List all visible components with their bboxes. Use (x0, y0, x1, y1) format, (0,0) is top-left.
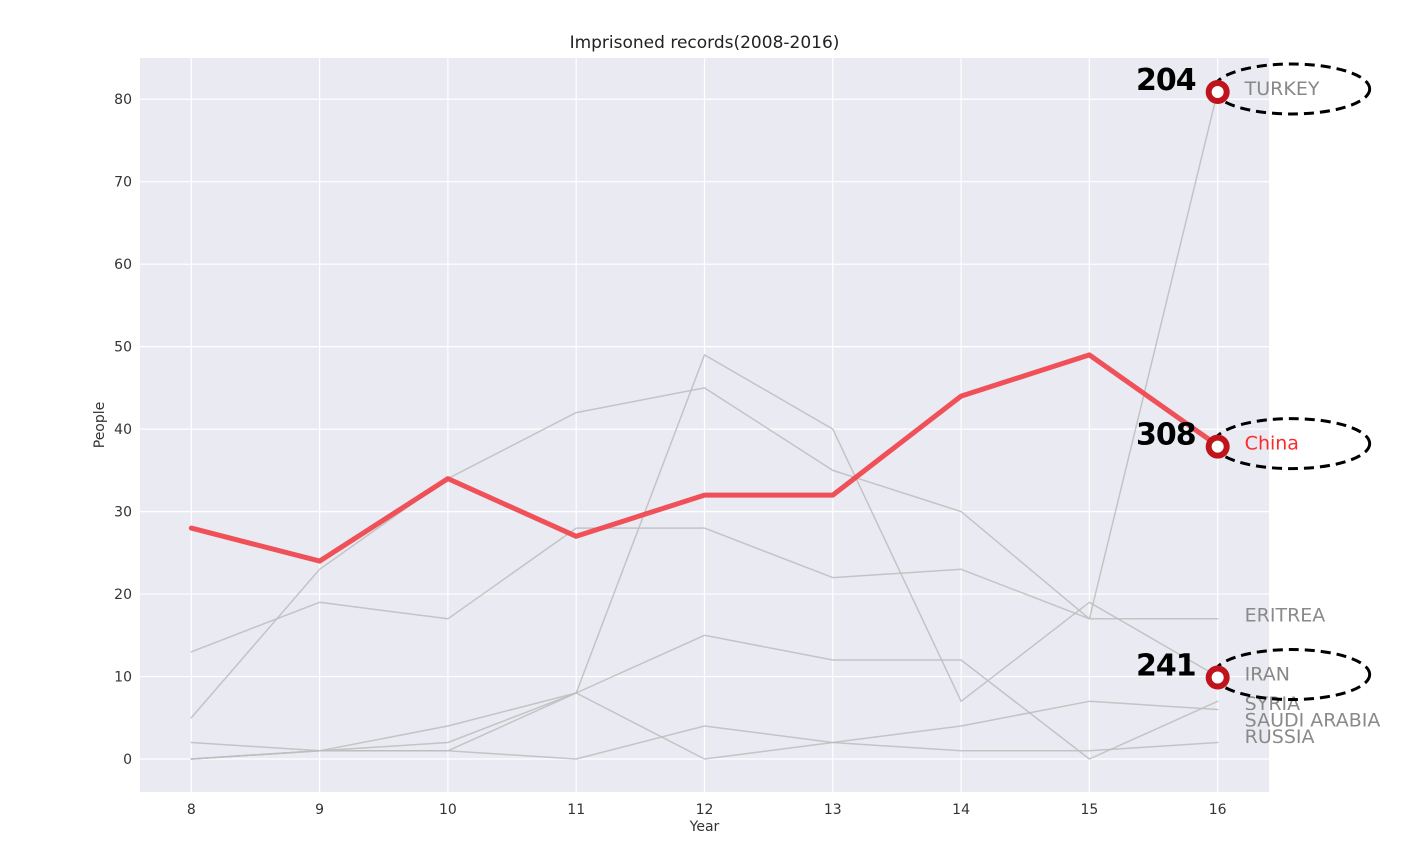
x-tick-labels: 8 9 10 11 12 13 14 15 16 (187, 802, 1227, 818)
x-tick-label: 9 (315, 802, 324, 818)
side-label-russia: RUSSIA (1245, 726, 1315, 748)
annotation-label-iran: IRAN (1245, 664, 1290, 686)
y-tick-label: 20 (114, 587, 132, 603)
y-tick-label: 0 (123, 752, 132, 768)
annotation-number-iran: 241 (1136, 649, 1196, 684)
x-tick-label: 14 (952, 802, 970, 818)
y-tick-label: 80 (114, 92, 132, 108)
series-lines (188, 90, 1221, 760)
x-tick-label: 15 (1080, 802, 1098, 818)
x-axis-label: Year (689, 819, 720, 835)
annotation-marker-china (1205, 434, 1230, 459)
chart-title: Imprisoned records(2008-2016) (570, 33, 840, 53)
annotation-ellipse-iran (1212, 648, 1372, 702)
annotation-label-china: China (1245, 433, 1299, 455)
x-tick-label: 12 (696, 802, 714, 818)
series-line-saudi-arabia (190, 692, 1219, 760)
x-tick-label: 16 (1209, 802, 1227, 818)
y-tick-label: 10 (114, 670, 132, 686)
annotation-number-turkey: 204 (1136, 63, 1196, 98)
series-line-turkey (190, 90, 1219, 719)
annotation-ellipse-turkey (1212, 62, 1372, 116)
annotation-label-turkey: TURKEY (1244, 78, 1320, 100)
annotation-number-china: 308 (1136, 418, 1196, 453)
x-tick-label: 13 (824, 802, 842, 818)
y-axis-label: People (92, 402, 108, 449)
x-tick-label: 11 (567, 802, 585, 818)
y-tick-labels: 0 10 20 30 40 50 60 70 80 (114, 92, 132, 768)
y-tick-label: 60 (114, 257, 132, 273)
side-label-saudi-arabia: SAUDI ARABIA (1245, 709, 1381, 731)
y-tick-label: 40 (114, 422, 132, 438)
x-tick-label: 8 (187, 802, 196, 818)
annotations: TURKEY 204 China 308 IRAN 241 (1136, 62, 1372, 702)
y-tick-label: 30 (114, 505, 132, 521)
x-tick-label: 10 (439, 802, 457, 818)
y-tick-label: 50 (114, 340, 132, 356)
side-label-eritrea: ERITREA (1245, 605, 1326, 627)
annotation-marker-iran (1205, 665, 1230, 690)
series-line-syria (190, 634, 1219, 760)
series-line-china (188, 352, 1221, 564)
y-tick-label: 70 (114, 175, 132, 191)
annotation-marker-turkey (1205, 79, 1230, 104)
annotation-ellipse-china (1212, 417, 1372, 471)
series-line-eritrea (190, 527, 1219, 653)
series-line-russia (190, 725, 1219, 760)
